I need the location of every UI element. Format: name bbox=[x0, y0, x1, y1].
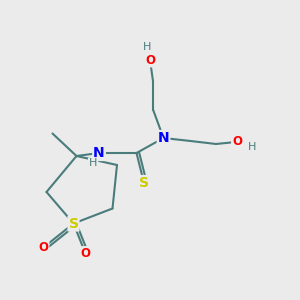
Text: O: O bbox=[38, 241, 49, 254]
Text: O: O bbox=[80, 247, 91, 260]
Text: H: H bbox=[248, 142, 256, 152]
Text: H: H bbox=[89, 158, 97, 169]
Text: S: S bbox=[68, 217, 79, 230]
Text: N: N bbox=[93, 146, 105, 160]
Text: H: H bbox=[143, 41, 151, 52]
Text: N: N bbox=[158, 131, 169, 145]
Text: O: O bbox=[232, 135, 242, 148]
Text: O: O bbox=[145, 53, 155, 67]
Text: S: S bbox=[139, 176, 149, 190]
